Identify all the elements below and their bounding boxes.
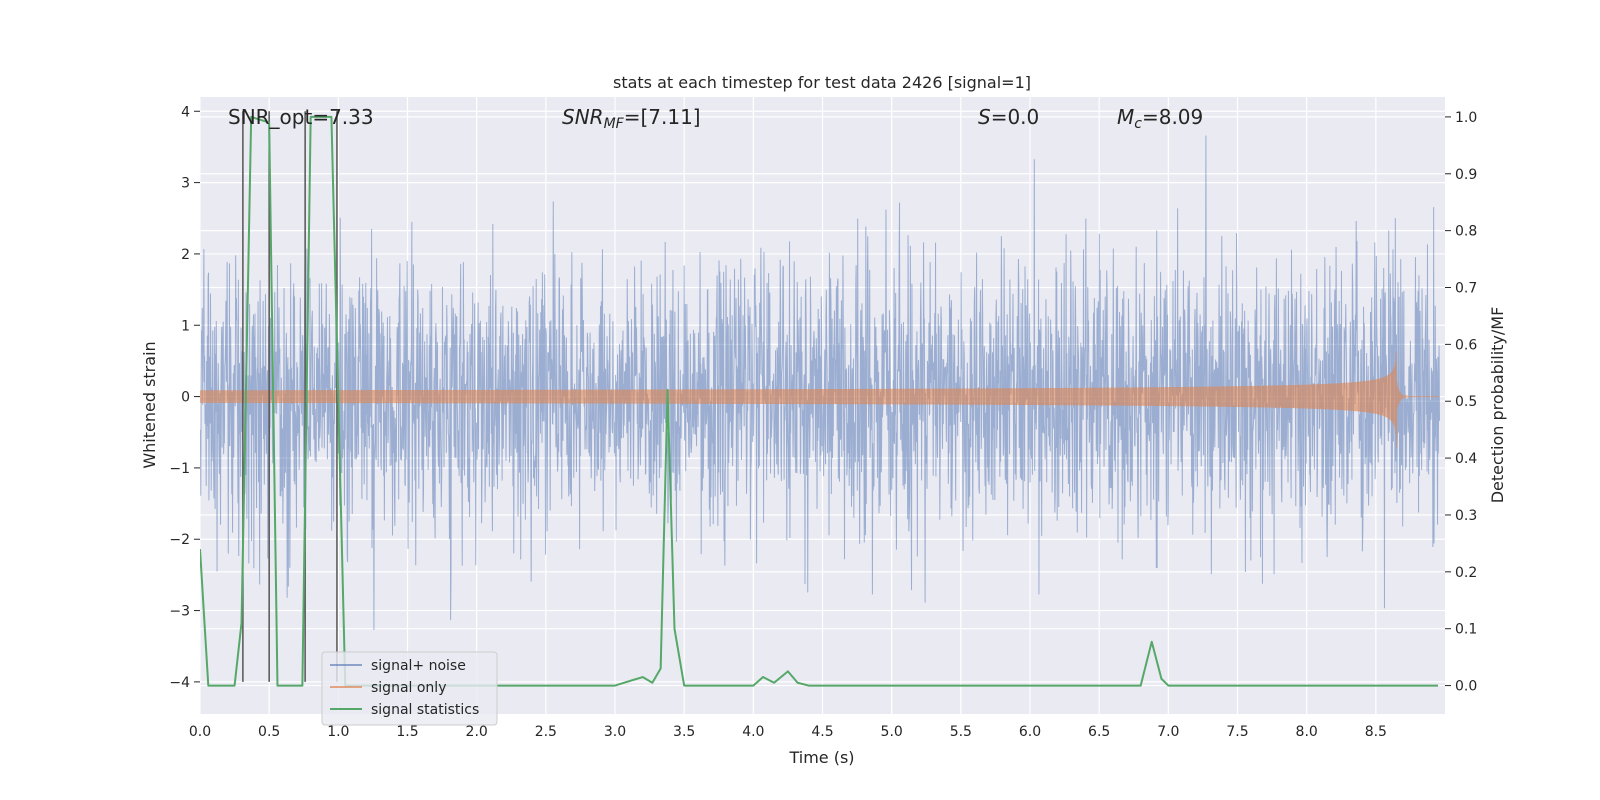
x-tick-label: 2.0 bbox=[466, 724, 488, 740]
x-tick-label: 4.0 bbox=[742, 724, 764, 740]
x-tick-label: 6.0 bbox=[1019, 724, 1041, 740]
y-tick-label-left: −1 bbox=[169, 461, 190, 477]
grid-left bbox=[199, 97, 1445, 714]
x-tick-label: 1.0 bbox=[327, 724, 349, 740]
x-tick-label: 0.0 bbox=[189, 724, 211, 740]
x-tick-label: 5.5 bbox=[950, 724, 972, 740]
x-tick-label: 7.5 bbox=[1226, 724, 1248, 740]
legend-box bbox=[321, 651, 498, 726]
y-tick-label-right: 0.5 bbox=[1455, 394, 1477, 410]
x-tick-label: 8.0 bbox=[1296, 724, 1318, 740]
legend-label-noise: signal+ noise bbox=[371, 658, 466, 674]
y-tick-label-left: −4 bbox=[169, 675, 190, 691]
y-tick-label-left: 0 bbox=[181, 390, 190, 406]
y-tick-label-right: 1.0 bbox=[1455, 110, 1477, 126]
y-tick-label-right: 0.6 bbox=[1455, 337, 1477, 353]
x-tick-label: 2.5 bbox=[535, 724, 557, 740]
x-tick-label: 8.5 bbox=[1365, 724, 1387, 740]
annotation-snr-opt: SNR_opt=7.33 bbox=[228, 105, 374, 129]
y-tick-label-left: 2 bbox=[181, 247, 190, 263]
stats-series bbox=[200, 115, 1439, 687]
x-tick-label: 3.5 bbox=[673, 724, 695, 740]
y-tick-label-left: −2 bbox=[169, 532, 190, 548]
annotation-mc: Mc=8.09 bbox=[1117, 105, 1203, 132]
x-tick-label: 5.0 bbox=[881, 724, 903, 740]
chart-title: stats at each timestep for test data 242… bbox=[613, 73, 1031, 92]
y-ticks-right: 1.0 0.9 0.8 0.7 0.6 0.5 0.4 0.3 0.2 0.1 0.0 bbox=[1445, 110, 1477, 695]
legend-label-stats: signal statistics bbox=[371, 702, 479, 718]
y-tick-label-left: −3 bbox=[169, 604, 190, 620]
x-ticks: 0.0 0.5 1.0 1.5 2.0 2.5 3.0 3.5 4.0 4.5 5.0 5.5 6.0 6… bbox=[189, 724, 1387, 740]
annotation-snr-mf: SNRMF=[7.11] bbox=[562, 105, 701, 132]
x-tick-label: 3.0 bbox=[604, 724, 626, 740]
x-tick-label: 7.0 bbox=[1157, 724, 1179, 740]
y-tick-label-left: 4 bbox=[181, 104, 190, 120]
x-tick-label: 6.5 bbox=[1088, 724, 1110, 740]
x-tick-label: 4.5 bbox=[811, 724, 833, 740]
annotation-s: S=0.0 bbox=[978, 105, 1039, 129]
y-tick-label-right: 0.9 bbox=[1455, 167, 1477, 183]
y-axis-label-left: Whitened strain bbox=[140, 341, 159, 468]
y-tick-label-left: 1 bbox=[181, 318, 190, 334]
y-tick-label-right: 0.0 bbox=[1455, 679, 1477, 695]
y-ticks-left: 4 3 2 1 0 −1 −2 −3 −4 bbox=[169, 104, 200, 691]
y-tick-label-right: 0.7 bbox=[1455, 281, 1477, 297]
y-axis-label-right: Detection probability/MF bbox=[1488, 307, 1507, 504]
noise-series bbox=[200, 135, 1440, 630]
x-axis-label: Time (s) bbox=[788, 748, 854, 767]
signal-series bbox=[200, 352, 1440, 448]
x-tick-label: 0.5 bbox=[258, 724, 280, 740]
y-tick-label-right: 0.8 bbox=[1455, 224, 1477, 240]
y-tick-label-left: 3 bbox=[181, 176, 190, 192]
x-tick-label: 1.5 bbox=[396, 724, 418, 740]
legend-label-signal: signal only bbox=[371, 680, 446, 696]
y-tick-label-right: 0.1 bbox=[1455, 622, 1477, 638]
y-tick-label-right: 0.3 bbox=[1455, 508, 1477, 524]
legend: signal+ noise signal only signal statist… bbox=[321, 651, 498, 726]
y-tick-label-right: 0.2 bbox=[1455, 565, 1477, 581]
y-tick-label-right: 0.4 bbox=[1455, 451, 1477, 467]
